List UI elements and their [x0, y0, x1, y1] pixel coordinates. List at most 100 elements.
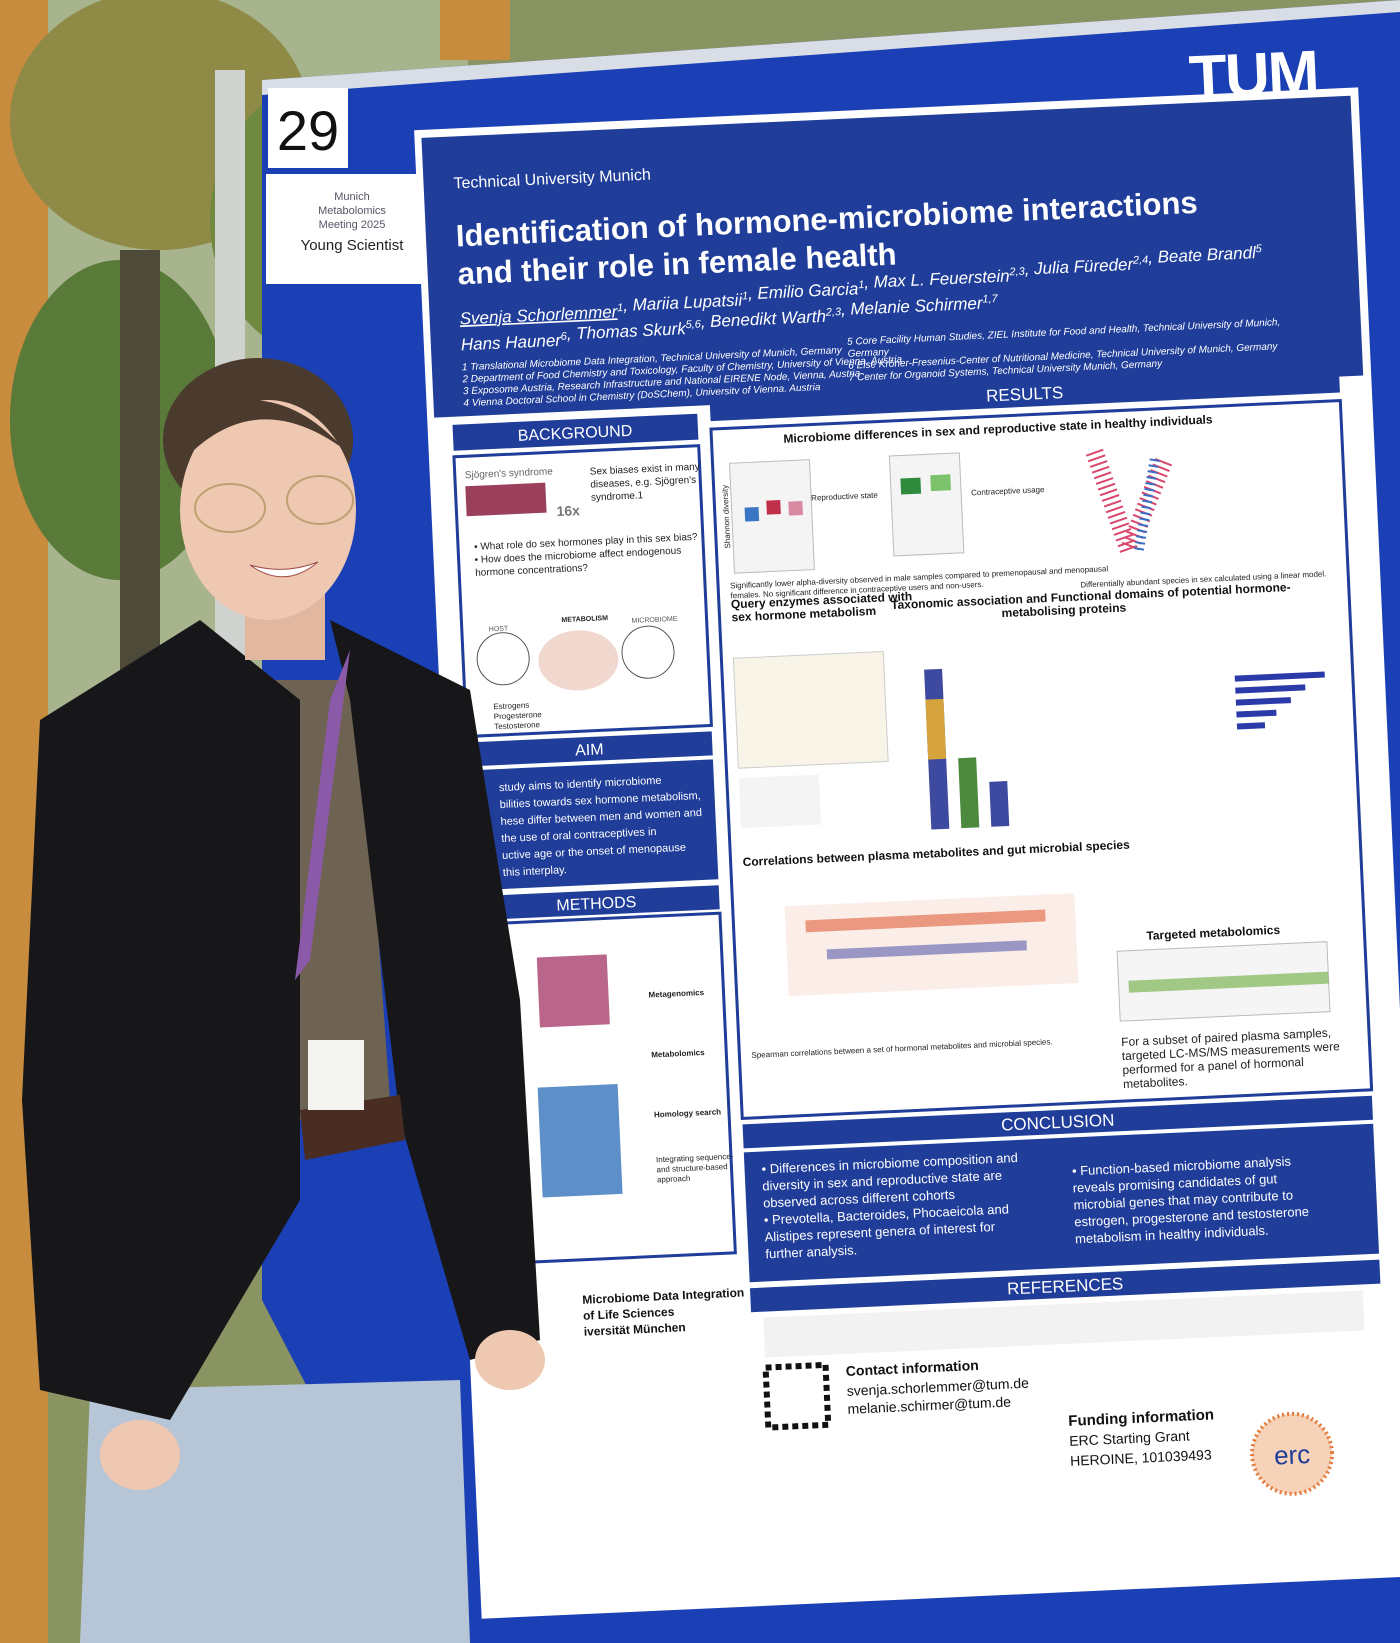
conclusion-line: further analysis.	[765, 1242, 857, 1261]
section-bar	[749, 1259, 1381, 1313]
funding-heading: Funding information	[1068, 1406, 1214, 1430]
poster: TUM Technical University Munich Identifi…	[414, 38, 1400, 1619]
boxplot	[729, 459, 815, 574]
figure-icons	[465, 482, 547, 517]
results-title: metabolising proteins	[1001, 600, 1127, 620]
section-heading: METHODS	[556, 894, 637, 915]
diagram-label: HOST	[489, 625, 509, 633]
method-label: Metagenomics	[648, 988, 704, 1000]
section-bar	[452, 413, 699, 451]
conclusion-box	[743, 1123, 1380, 1283]
background-label: Sjögren's syndrome	[465, 466, 554, 481]
h-bar	[1235, 684, 1306, 694]
hand	[475, 1330, 545, 1390]
background-line: syndrome.1	[591, 490, 644, 503]
person	[22, 358, 545, 1643]
stacked-bar	[989, 781, 1010, 827]
funding-line: ERC Starting Grant	[1069, 1427, 1190, 1448]
aim-box	[468, 759, 719, 891]
qr-code	[762, 1361, 832, 1431]
author-affiliation: 5,6	[685, 318, 702, 331]
section-bar	[742, 1095, 1373, 1149]
badge-event: Meeting 2025	[319, 219, 386, 231]
method-label: Homology search	[654, 1107, 722, 1119]
hand	[100, 1420, 180, 1490]
section-box	[709, 398, 1374, 1120]
author-affiliation: 2,4	[1132, 254, 1149, 267]
hormone: Estrogens	[493, 701, 529, 712]
section-bar	[473, 885, 720, 921]
jeans	[80, 1380, 470, 1643]
boxplot	[888, 452, 965, 557]
funding-line: HEROINE, 101039493	[1070, 1446, 1212, 1468]
h-bar	[1235, 697, 1291, 706]
box	[900, 477, 922, 495]
badge-event: Munich	[334, 191, 369, 203]
author-name: , Julia Füreder	[1024, 255, 1135, 279]
section-bar	[466, 731, 713, 767]
cohort-icon	[536, 954, 610, 1028]
plot-legend: Reproductive state	[811, 491, 879, 503]
method-note: Integrating sequence-	[656, 1152, 734, 1165]
plot-legend: Shannon diversity	[721, 485, 733, 549]
network	[732, 650, 889, 769]
hormone: Testosterone	[494, 720, 541, 731]
section-heading: BACKGROUND	[517, 423, 632, 445]
contact-heading: Contact information	[845, 1357, 979, 1379]
gut-icon	[538, 630, 619, 691]
author-affiliation: 6	[561, 331, 569, 343]
author-name: , Beate Brandl	[1148, 243, 1258, 267]
affiliation: Germany	[847, 347, 890, 360]
smile	[249, 561, 319, 578]
h-bar	[1234, 671, 1325, 682]
lanyard	[295, 650, 350, 980]
belt	[300, 1095, 405, 1160]
heatmap-cells	[805, 909, 1046, 933]
erc-emblem	[1250, 1411, 1335, 1496]
box	[788, 501, 803, 516]
stacked-bar	[958, 757, 980, 829]
method-note: and structure-based	[656, 1162, 727, 1174]
author-affiliation: 1	[617, 302, 624, 314]
erc-logo: erc	[1273, 1439, 1310, 1471]
metabolomics-boxes	[1128, 971, 1329, 993]
author-affiliation: 5	[1255, 243, 1263, 255]
people-icons	[465, 482, 547, 517]
results-title: Targeted metabolomics	[1146, 923, 1281, 943]
section-bar	[709, 366, 1340, 422]
author-affiliation: 2,3	[1008, 266, 1026, 279]
box	[744, 507, 760, 522]
plots	[729, 448, 1331, 1022]
bar-mini	[738, 774, 822, 829]
window-frame	[440, 0, 510, 60]
microbiome-icon	[621, 625, 675, 679]
reference-list	[763, 1290, 1365, 1358]
author-affiliation: 1	[858, 279, 865, 291]
diagram-label: METABOLISM	[561, 615, 608, 624]
footer-line: iversität München	[583, 1320, 686, 1339]
badge-card	[266, 174, 438, 284]
diagram-label: MICROBIOME	[631, 616, 677, 625]
blazer	[330, 620, 540, 1360]
tum-logo: TUM	[1188, 38, 1319, 113]
author-affiliation: 2,3	[825, 306, 843, 319]
glasses	[286, 475, 354, 525]
name-tag	[308, 1040, 364, 1110]
blazer	[22, 620, 300, 1420]
badge-award: Young Scientist	[301, 237, 405, 254]
header-band	[421, 95, 1364, 418]
plot-legend: Contraceptive usage	[971, 485, 1045, 497]
footer-line: of Life Sciences	[583, 1305, 675, 1323]
methods-labels: Metagenomics Metabolomics Homology search I…	[648, 988, 734, 1184]
background-line: Sex biases exist in many	[590, 462, 700, 478]
box	[930, 474, 951, 492]
pipeline-box	[537, 1084, 623, 1198]
section-box	[452, 444, 713, 739]
stacked-bar	[925, 698, 947, 760]
targeted-caption: metabolites.	[1123, 1074, 1188, 1091]
background-question: hormone concentrations?	[475, 563, 589, 579]
